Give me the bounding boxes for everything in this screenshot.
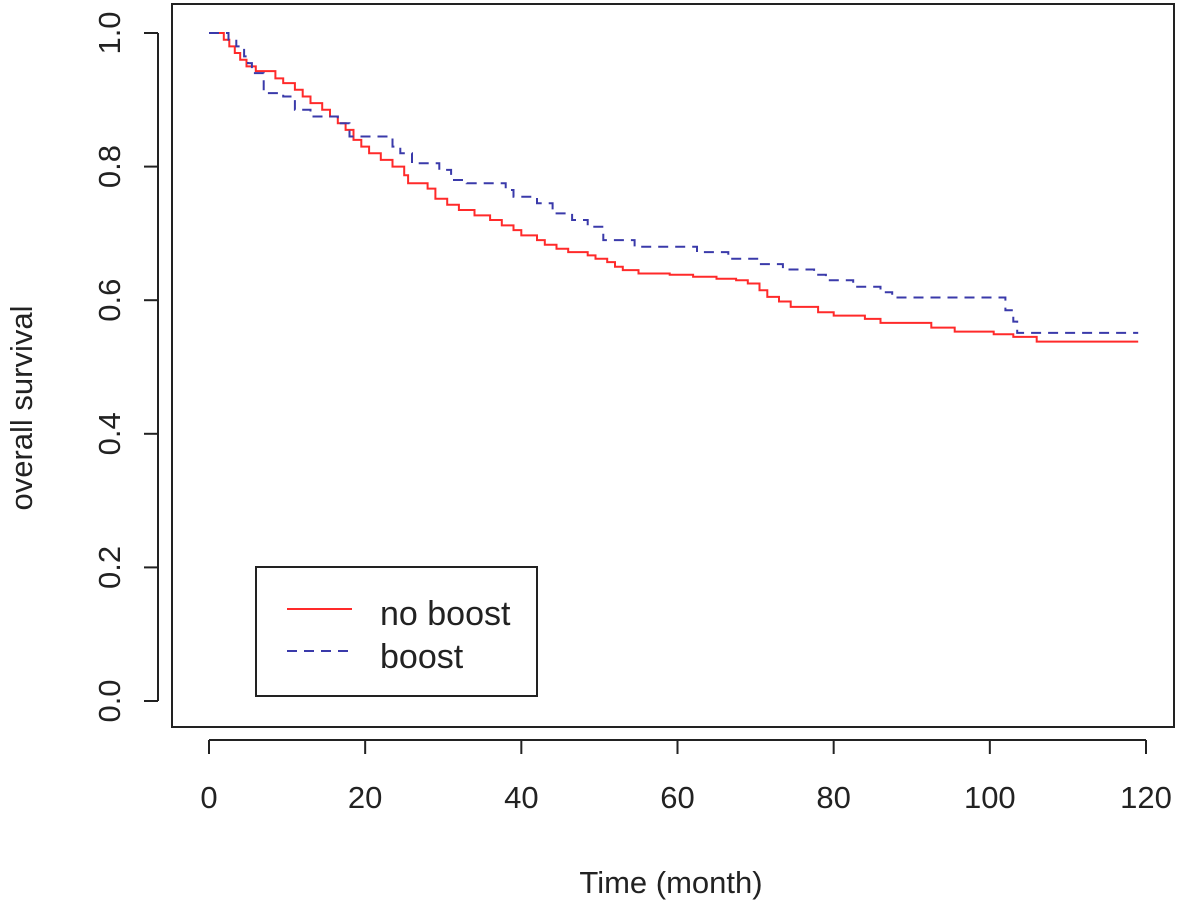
legend-label-boost: boost <box>380 638 464 676</box>
series-layer <box>209 32 1139 343</box>
legend: no boost boost <box>255 566 538 697</box>
x-tick-label: 80 <box>816 780 850 815</box>
x-tick-label: 0 <box>200 780 217 815</box>
legend-label-no-boost: no boost <box>380 595 511 633</box>
y-tick-label: 1.0 <box>92 11 127 54</box>
series-line-boost <box>209 32 1139 334</box>
x-tick-label: 60 <box>660 780 694 815</box>
x-tick-label: 120 <box>1120 780 1172 815</box>
x-axis-title: Time (month) <box>579 865 762 900</box>
x-tick-label: 40 <box>504 780 538 815</box>
plot-frame <box>171 3 1175 728</box>
y-tick-label: 0.4 <box>92 412 127 455</box>
legend-box <box>255 566 538 697</box>
y-axis-title: overall survival <box>4 305 39 510</box>
y-tick-label: 0.2 <box>92 546 127 589</box>
y-tick-label: 0.6 <box>92 279 127 322</box>
axes: 0 20 40 60 80 100 120 0.0 0.2 0.4 0.6 0.8 1.0 <box>92 11 1172 815</box>
x-tick-label: 100 <box>964 780 1016 815</box>
series-line-no-boost <box>209 32 1139 343</box>
y-tick-label: 0.0 <box>92 679 127 722</box>
y-tick-label: 0.8 <box>92 145 127 188</box>
x-tick-label: 20 <box>348 780 382 815</box>
